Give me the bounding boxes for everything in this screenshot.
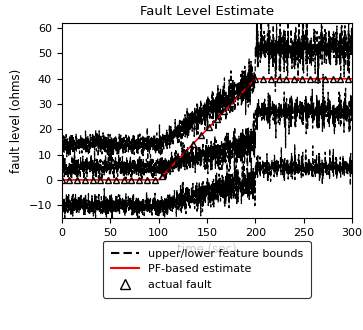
- Y-axis label: fault level (ohms): fault level (ohms): [10, 68, 23, 173]
- X-axis label: time (sec): time (sec): [177, 243, 237, 256]
- Title: Fault Level Estimate: Fault Level Estimate: [140, 5, 274, 18]
- Legend: upper/lower feature bounds, PF-based estimate, actual fault: upper/lower feature bounds, PF-based est…: [103, 241, 311, 298]
